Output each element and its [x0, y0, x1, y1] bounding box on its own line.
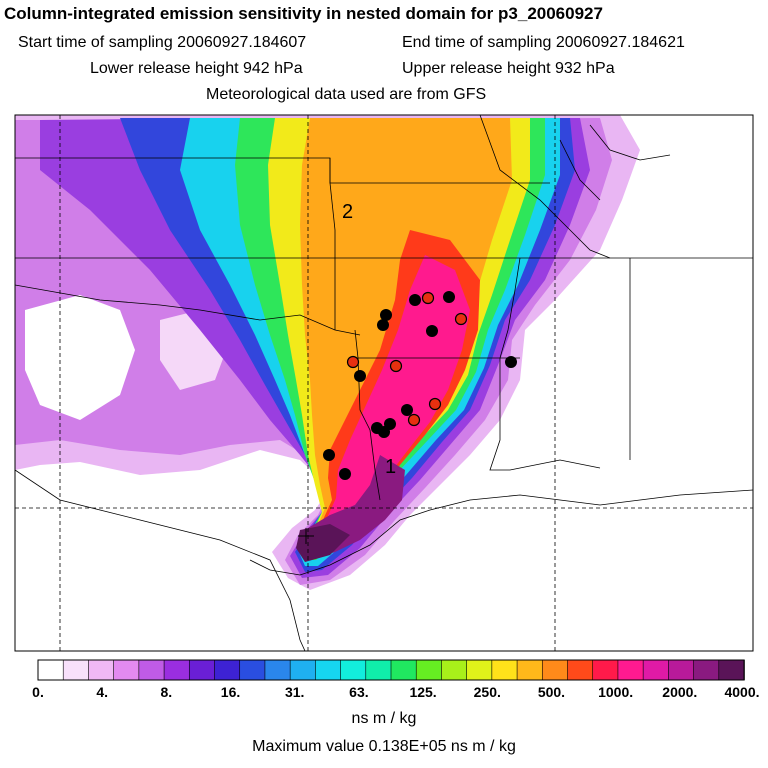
colorbar-tick-label: 0.: [32, 684, 44, 700]
upper-release-label: Upper release height 932 hPa: [402, 60, 615, 77]
red-site-markers: [346, 291, 468, 427]
colorbar-swatch: [214, 659, 241, 681]
colorbar-swatch: [718, 659, 745, 681]
colorbar-swatch: [642, 659, 670, 681]
colorbar-swatch: [37, 659, 65, 681]
colorbar-swatch: [113, 659, 140, 681]
cluster-label-2: 2: [342, 201, 353, 223]
colorbar-swatch: [415, 659, 443, 681]
colorbar-tick-label: 1000.: [598, 684, 634, 700]
start-time-label: Start time of sampling 20060927.184607: [18, 34, 307, 51]
colorbar-swatch: [592, 659, 619, 681]
colorbar-tick-label: 500.: [537, 684, 566, 700]
colorbar-swatch: [390, 659, 418, 681]
colorbar-tick-label: 8.: [160, 684, 173, 700]
colorbar-tick-label: 63.: [349, 684, 369, 700]
cluster-label-1: 1: [385, 456, 396, 478]
colorbar-tick-label: 2000.: [662, 684, 698, 700]
colorbar-swatch: [617, 659, 644, 681]
colorbar-swatch: [88, 659, 115, 681]
grid-lines: [15, 115, 753, 651]
colorbar-swatch: [441, 659, 468, 681]
colorbar-units: ns m / kg: [351, 710, 417, 727]
colorbar-swatch: [340, 659, 367, 681]
colorbar-swatch: [264, 659, 291, 681]
release-point-marker: [298, 528, 314, 544]
colorbar-swatch: [466, 659, 493, 681]
colorbar-tick-label: 250.: [473, 684, 501, 700]
black-site-markers: [323, 291, 517, 480]
met-data-label: Meteorological data used are from GFS: [206, 86, 487, 103]
colorbar-tick-label: 16.: [220, 684, 241, 700]
colorbar-swatch: [365, 659, 392, 681]
end-time-label: End time of sampling 20060927.184621: [402, 34, 685, 51]
colorbar-swatch: [567, 659, 594, 681]
colorbar-swatch: [239, 659, 266, 681]
lower-release-label: Lower release height 942 hPa: [90, 60, 303, 77]
figure-title: Column-integrated emission sensitivity i…: [4, 4, 603, 23]
max-value-label: Maximum value 0.138E+05 ns m / kg: [252, 738, 516, 755]
colorbar-swatch: [516, 659, 544, 681]
colorbar-swatch: [541, 659, 569, 681]
colorbar-tick-label: 125.: [409, 684, 437, 700]
colorbar-outline: [37, 659, 745, 681]
sensitivity-field: [15, 115, 640, 590]
colorbar-swatch: [188, 659, 216, 681]
colorbar-swatch: [62, 659, 90, 681]
colorbar-swatch: [491, 659, 518, 681]
colorbar-tick-label: 4000.: [724, 684, 760, 700]
boundary-lines: [15, 115, 753, 651]
colorbar-swatch: [289, 659, 317, 681]
colorbar-swatch: [668, 659, 695, 681]
colorbar-tick-label: 4.: [96, 684, 109, 700]
colorbar-tick-label: 31.: [284, 684, 305, 700]
colorbar-swatch: [315, 659, 342, 681]
colorbar-swatch: [693, 659, 720, 681]
map-frame: [14, 114, 754, 652]
colorbar-swatch: [138, 659, 165, 681]
colorbar-swatch: [163, 659, 191, 681]
colorbar: [37, 659, 745, 681]
